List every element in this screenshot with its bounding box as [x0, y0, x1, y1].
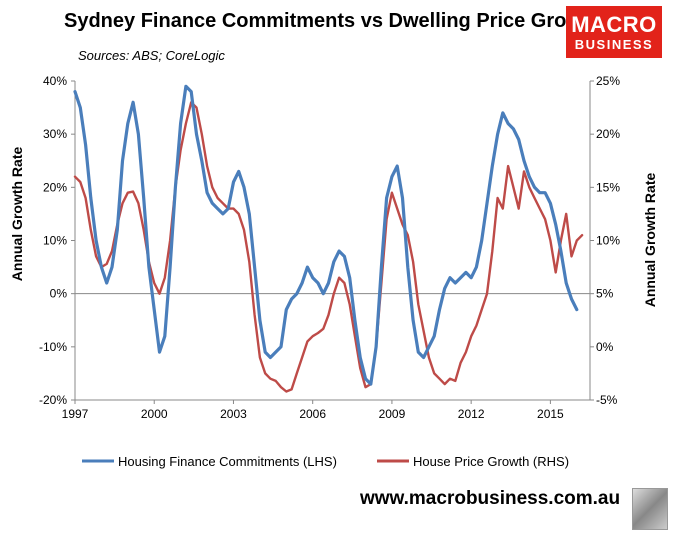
legend-finance-commitments-label: Housing Finance Commitments (LHS) — [118, 454, 337, 469]
x-tick-label: 2009 — [379, 407, 406, 421]
y-tick-right-label: 10% — [596, 234, 620, 248]
legend-house-price-growth-label: House Price Growth (RHS) — [413, 454, 569, 469]
macrobusiness-logo: MACRO BUSINESS — [566, 6, 662, 58]
y-tick-right-label: 5% — [596, 287, 614, 301]
x-tick-label: 2003 — [220, 407, 247, 421]
y-tick-left-label: 0% — [50, 287, 68, 301]
y-tick-right-label: 25% — [596, 74, 620, 88]
y-tick-right-label: 15% — [596, 180, 620, 194]
x-tick-label: 2012 — [458, 407, 485, 421]
y-axis-label-right: Annual Growth Rate — [642, 173, 658, 308]
y-tick-left-label: 40% — [43, 74, 67, 88]
x-tick-label: 1997 — [62, 407, 89, 421]
chart-title: Sydney Finance Commitments vs Dwelling P… — [64, 10, 601, 32]
series-line-house-price-growth — [73, 101, 584, 393]
y-tick-right-label: 0% — [596, 340, 614, 354]
chart-subtitle: Sources: ABS; CoreLogic — [78, 48, 225, 63]
series-line-finance-commitments — [73, 84, 579, 386]
website-url: www.macrobusiness.com.au — [360, 488, 621, 509]
logo-line-1: MACRO — [571, 12, 657, 37]
wolf-logo-icon — [632, 488, 668, 530]
y-tick-left-label: 10% — [43, 234, 67, 248]
logo-line-2: BUSINESS — [574, 37, 654, 52]
x-tick-label: 2015 — [537, 407, 564, 421]
y-tick-left-label: 20% — [43, 180, 67, 194]
y-tick-left-label: -10% — [39, 340, 67, 354]
x-tick-label: 2006 — [299, 407, 326, 421]
y-axis-label-left: Annual Growth Rate — [9, 147, 25, 282]
y-tick-left-label: -20% — [39, 393, 67, 407]
y-tick-right-label: 20% — [596, 127, 620, 141]
y-tick-right-label: -5% — [596, 393, 618, 407]
y-tick-left-label: 30% — [43, 127, 67, 141]
x-tick-label: 2000 — [141, 407, 168, 421]
